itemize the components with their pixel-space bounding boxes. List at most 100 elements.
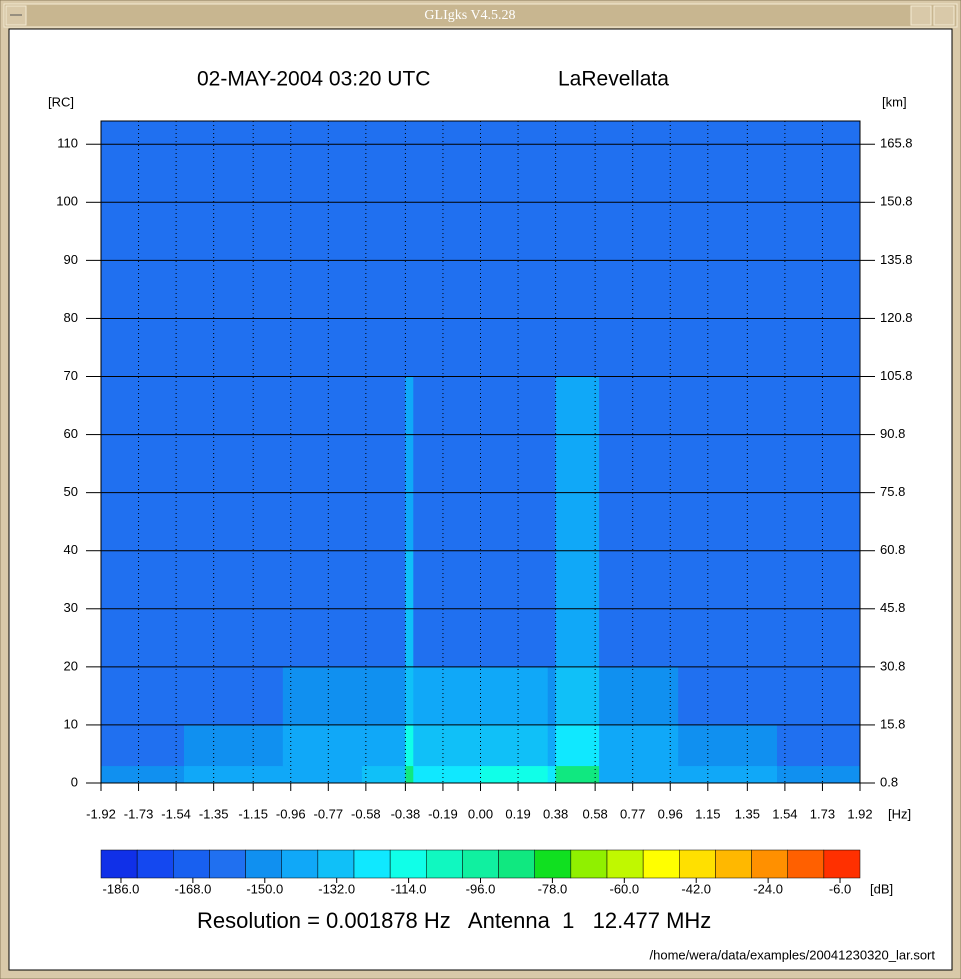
colorbar-swatch — [534, 849, 572, 879]
heatmap-cell — [413, 121, 481, 378]
y-tick-label: 0 — [71, 774, 78, 789]
heatmap-cell — [776, 121, 861, 378]
y2-tick-label: 135.8 — [880, 252, 913, 267]
heatmap-cell — [678, 765, 778, 784]
heatmap-cell — [282, 765, 363, 784]
x-tick-label: 0.58 — [582, 806, 607, 821]
y-tick-label: 20 — [64, 658, 78, 673]
colorbar-unit: [dB] — [870, 881, 893, 896]
x-tick-label: -0.77 — [313, 806, 343, 821]
colorbar-tick-label: -42.0 — [681, 881, 711, 896]
colorbar-swatch — [679, 849, 716, 879]
y2-tick-label: 150.8 — [880, 194, 913, 209]
maximize-button[interactable] — [933, 5, 955, 26]
heatmap-cell — [678, 666, 778, 726]
heatmap-cell — [480, 765, 549, 784]
x-tick-label: 1.54 — [772, 806, 797, 821]
colorbar-tick-label: -150.0 — [246, 881, 283, 896]
heatmap-cell — [599, 121, 679, 378]
x-tick-label: 1.35 — [735, 806, 760, 821]
heatmap-cell — [547, 765, 557, 784]
colorbar-tick-label: -132.0 — [318, 881, 355, 896]
x-tick-label: -0.96 — [276, 806, 306, 821]
y-tick-label: 110 — [57, 136, 78, 151]
heatmap-cell — [101, 666, 185, 726]
x-tick-label: 0.96 — [658, 806, 683, 821]
x-tick-label: 0.19 — [505, 806, 530, 821]
heatmap-cell — [555, 376, 600, 552]
heatmap-cell — [405, 666, 414, 726]
heatmap-cell — [547, 121, 557, 378]
heatmap-cell — [101, 376, 185, 552]
x-tick-label: 0.00 — [468, 806, 493, 821]
heatmap-cell — [184, 724, 284, 767]
colorbar-swatch — [389, 849, 427, 879]
colorbar-tick-label: -186.0 — [103, 881, 140, 896]
x-tick-label: -0.38 — [391, 806, 421, 821]
colorbar-swatch — [426, 849, 463, 879]
x-tick-label: -1.92 — [86, 806, 116, 821]
colorbar-swatch — [209, 849, 246, 879]
y-tick-label: 60 — [64, 426, 78, 441]
heatmap-cell — [678, 376, 778, 552]
heatmap-cell — [413, 724, 481, 767]
x-tick-label: -0.19 — [428, 806, 458, 821]
y2-axis-label: [km] — [882, 94, 907, 109]
colorbar-swatch — [751, 849, 788, 879]
colorbar-tick-label: -96.0 — [466, 881, 496, 896]
x-tick-label: -1.15 — [238, 806, 268, 821]
y-axis-label: [RC] — [48, 94, 74, 109]
colorbar-swatch — [606, 849, 644, 879]
y2-tick-label: 75.8 — [880, 484, 905, 499]
site-name: LaRevellata — [558, 68, 669, 91]
x-tick-label: 0.77 — [620, 806, 645, 821]
heatmap-cell — [599, 666, 679, 726]
minimize-button[interactable] — [910, 5, 932, 26]
heatmap-cell — [555, 724, 600, 767]
y-tick-label: 40 — [64, 542, 78, 557]
heatmap-cell — [184, 121, 284, 378]
heatmap-cell — [413, 666, 481, 726]
heatmap-cell — [405, 121, 414, 378]
colorbar-tick-label: -6.0 — [829, 881, 851, 896]
heatmap-cell — [101, 724, 185, 767]
heatmap-cell — [405, 765, 414, 784]
colorbar-swatch — [462, 849, 499, 879]
colorbar-swatch — [317, 849, 355, 879]
colorbar-tick-label: -168.0 — [174, 881, 211, 896]
y-tick-label: 50 — [64, 484, 78, 499]
colorbar-swatch — [498, 849, 535, 879]
y2-tick-label: 30.8 — [880, 658, 905, 673]
heatmap-cell — [678, 121, 778, 378]
heatmap-cell — [480, 121, 549, 378]
heatmap-cell — [361, 724, 406, 767]
heatmap-cell — [776, 376, 861, 552]
footer: Resolution = 0.001878 Hz Antenna 1 12.47… — [197, 908, 711, 933]
colorbar-swatch — [281, 849, 319, 879]
y2-tick-label: 15.8 — [880, 716, 905, 731]
heatmap-cell — [776, 666, 861, 726]
heatmap-cell — [555, 765, 600, 784]
colorbar-swatch — [787, 849, 825, 879]
y-tick-label: 10 — [64, 716, 78, 731]
heatmap-cell — [776, 724, 861, 767]
y-tick-label: 90 — [64, 252, 78, 267]
heatmap-cell — [101, 121, 185, 378]
heatmap-cell — [480, 724, 549, 767]
heatmap-cell — [547, 666, 557, 726]
y2-tick-label: 105.8 — [880, 368, 913, 383]
colorbar-tick-label: -60.0 — [609, 881, 639, 896]
colorbar-swatch — [100, 849, 138, 879]
heatmap-cell — [480, 376, 549, 552]
x-tick-label: 1.92 — [847, 806, 872, 821]
window-title: GLIgks V4.5.28 — [424, 8, 515, 23]
y2-tick-label: 90.8 — [880, 426, 905, 441]
heatmap-cell — [405, 376, 414, 552]
heatmap-cell — [599, 724, 679, 767]
x-tick-label: -0.58 — [351, 806, 381, 821]
heatmap-cell — [599, 765, 679, 784]
colorbar-swatch — [823, 849, 861, 879]
x-tick-label: -1.73 — [124, 806, 154, 821]
